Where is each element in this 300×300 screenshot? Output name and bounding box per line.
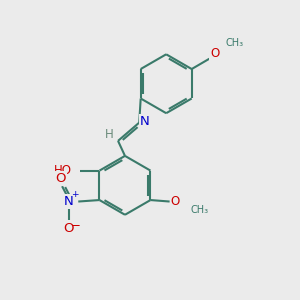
Text: H: H: [105, 128, 114, 142]
Text: N: N: [64, 195, 74, 208]
Text: O: O: [56, 172, 66, 185]
Text: +: +: [71, 190, 79, 199]
Text: −: −: [70, 219, 80, 232]
Text: CH₃: CH₃: [191, 205, 209, 215]
Text: HO: HO: [54, 164, 72, 177]
Text: CH₃: CH₃: [226, 38, 244, 48]
Text: N: N: [140, 115, 149, 128]
Text: O: O: [64, 221, 74, 235]
Text: O: O: [210, 47, 219, 60]
Text: O: O: [171, 195, 180, 208]
